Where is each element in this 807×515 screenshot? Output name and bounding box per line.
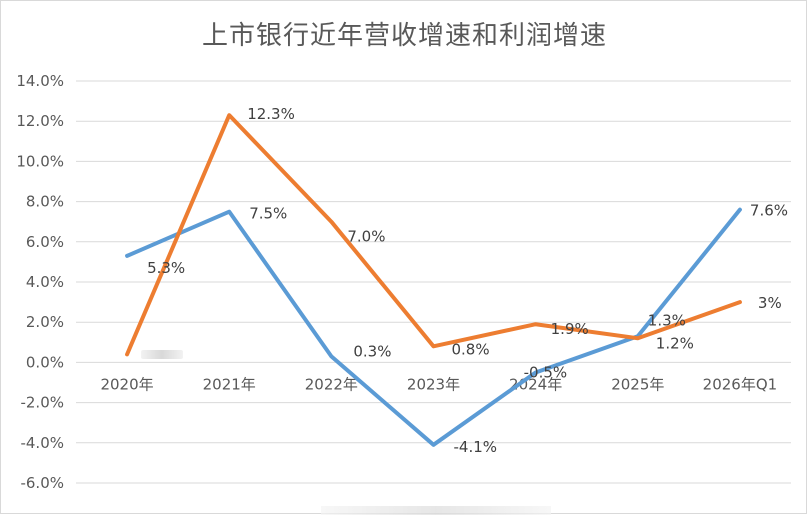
y-tick-label: -4.0% (20, 434, 64, 452)
y-tick-label: 2.0% (26, 313, 64, 331)
data-label: 7.6% (750, 202, 788, 220)
x-tick-label: 2022年 (305, 375, 358, 393)
x-tick-label: 2023年 (407, 375, 460, 393)
data-label: 3% (758, 294, 782, 312)
y-tick-label: 12.0% (16, 112, 64, 130)
y-tick-label: 0.0% (26, 353, 64, 371)
y-tick-label: -6.0% (20, 474, 64, 492)
data-label: -4.1% (454, 438, 498, 456)
x-tick-label: 2026年Q1 (703, 375, 778, 393)
x-tick-label: 2021年 (203, 375, 256, 393)
data-label: 5.3% (147, 259, 185, 277)
data-label: 1.3% (648, 311, 686, 329)
data-label: 0.3% (353, 342, 391, 360)
data-label: -0.5% (524, 363, 568, 381)
legend-placeholder (141, 350, 183, 359)
series-line-1 (125, 113, 742, 357)
y-tick-label: 14.0% (16, 72, 64, 90)
data-label: 7.0% (347, 228, 385, 246)
y-tick-label: -2.0% (20, 394, 64, 412)
y-tick-label: 6.0% (26, 233, 64, 251)
data-label: 1.2% (656, 334, 694, 352)
chart-title: 上市银行近年营收增速和利润增速 (201, 21, 607, 51)
data-label: 7.5% (249, 205, 287, 223)
y-tick-label: 8.0% (26, 193, 64, 211)
y-tick-label: 4.0% (26, 273, 64, 291)
data-label: 1.9% (551, 320, 589, 338)
data-label: 12.3% (247, 105, 295, 123)
x-tick-label: 2025年 (611, 375, 664, 393)
y-tick-label: 10.0% (16, 152, 64, 170)
legend-bottom (321, 506, 551, 515)
x-tick-label: 2020年 (100, 375, 153, 393)
data-label: 0.8% (452, 340, 490, 358)
